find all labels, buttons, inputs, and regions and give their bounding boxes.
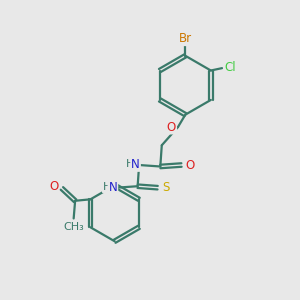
- Text: O: O: [185, 158, 194, 172]
- Text: H: H: [125, 159, 134, 170]
- Text: O: O: [49, 180, 58, 193]
- Text: O: O: [167, 121, 176, 134]
- Text: N: N: [131, 158, 140, 171]
- Text: S: S: [162, 181, 169, 194]
- Text: CH₃: CH₃: [63, 222, 84, 232]
- Text: Br: Br: [179, 32, 192, 45]
- Text: Cl: Cl: [224, 61, 236, 74]
- Text: H: H: [103, 182, 111, 192]
- Text: N: N: [109, 181, 117, 194]
